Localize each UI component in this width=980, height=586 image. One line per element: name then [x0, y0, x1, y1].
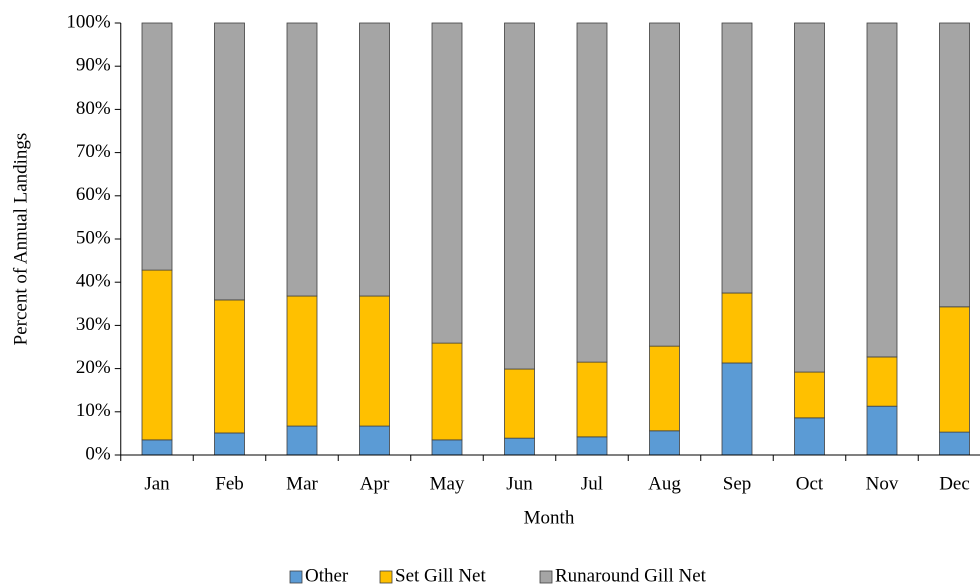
- bar-segment: [649, 430, 680, 456]
- bar-segment: [141, 439, 173, 456]
- bar-segment: [359, 22, 390, 297]
- bar-segment: [939, 22, 970, 308]
- bar-segment: [214, 22, 245, 301]
- bar-segment: [504, 437, 535, 456]
- legend-swatch: [539, 570, 553, 584]
- bar-segment: [576, 361, 608, 438]
- x-tick-label: Jan: [144, 473, 170, 494]
- bar-segment: [939, 306, 970, 433]
- bar-segment: [649, 345, 680, 432]
- bar-segment: [504, 368, 535, 439]
- x-tick-label: Jun: [506, 473, 533, 494]
- x-tick-label: Mar: [286, 473, 318, 494]
- bar-segment: [359, 425, 390, 456]
- bar-segment: [721, 362, 753, 456]
- bar-segment: [721, 22, 753, 294]
- x-tick-label: Dec: [939, 473, 970, 494]
- y-tick-label: 0%: [85, 443, 111, 464]
- bar-segment: [794, 22, 825, 373]
- bar-segment: [649, 22, 680, 347]
- y-tick-label: 50%: [76, 227, 111, 248]
- y-tick-label: 20%: [76, 357, 111, 378]
- bar-segment: [431, 439, 463, 456]
- bar-segment: [576, 22, 608, 363]
- x-tick-label: Apr: [360, 473, 390, 494]
- bar-segment: [214, 432, 245, 456]
- x-tick-label: Oct: [796, 473, 824, 494]
- y-axis-label: Percent of Annual Landings: [10, 133, 31, 346]
- bar-segment: [141, 22, 173, 271]
- y-tick-label: 80%: [76, 98, 111, 119]
- y-tick-label: 30%: [76, 314, 111, 335]
- bar-segment: [866, 405, 898, 456]
- bar-segment: [286, 425, 318, 456]
- bar-segment: [939, 431, 970, 456]
- bar-segment: [504, 22, 535, 370]
- y-tick-label: 10%: [76, 400, 111, 421]
- x-tick-label: Nov: [866, 473, 899, 494]
- y-tick-label: 40%: [76, 271, 111, 292]
- bar-segment: [286, 295, 318, 427]
- y-tick-label: 100%: [66, 11, 111, 32]
- x-tick-label: Sep: [723, 473, 752, 494]
- bar-segment: [359, 295, 390, 427]
- x-tick-label: Jul: [581, 473, 603, 494]
- bar-segment: [794, 417, 825, 456]
- bar-segment: [214, 299, 245, 434]
- bar-segment: [286, 22, 318, 297]
- bar-segment: [794, 371, 825, 419]
- bar-segment: [866, 22, 898, 358]
- bar-segment: [431, 342, 463, 441]
- legend-label: Runaround Gill Net: [555, 565, 707, 586]
- bar-segment: [721, 292, 753, 364]
- x-tick-label: Aug: [648, 473, 681, 494]
- legend-label: Other: [305, 565, 349, 586]
- bar-segment: [866, 356, 898, 407]
- x-tick-label: May: [430, 473, 465, 494]
- y-tick-label: 70%: [76, 141, 111, 162]
- x-tick-label: Feb: [215, 473, 244, 494]
- y-tick-label: 90%: [76, 55, 111, 76]
- legend-label: Set Gill Net: [395, 565, 486, 586]
- bar-segment: [431, 22, 463, 344]
- legend-swatch: [289, 570, 303, 584]
- bar-segment: [141, 269, 173, 441]
- bar-segment: [576, 436, 608, 456]
- y-tick-label: 60%: [76, 184, 111, 205]
- x-axis-label: Month: [524, 507, 575, 528]
- legend-swatch: [379, 570, 393, 584]
